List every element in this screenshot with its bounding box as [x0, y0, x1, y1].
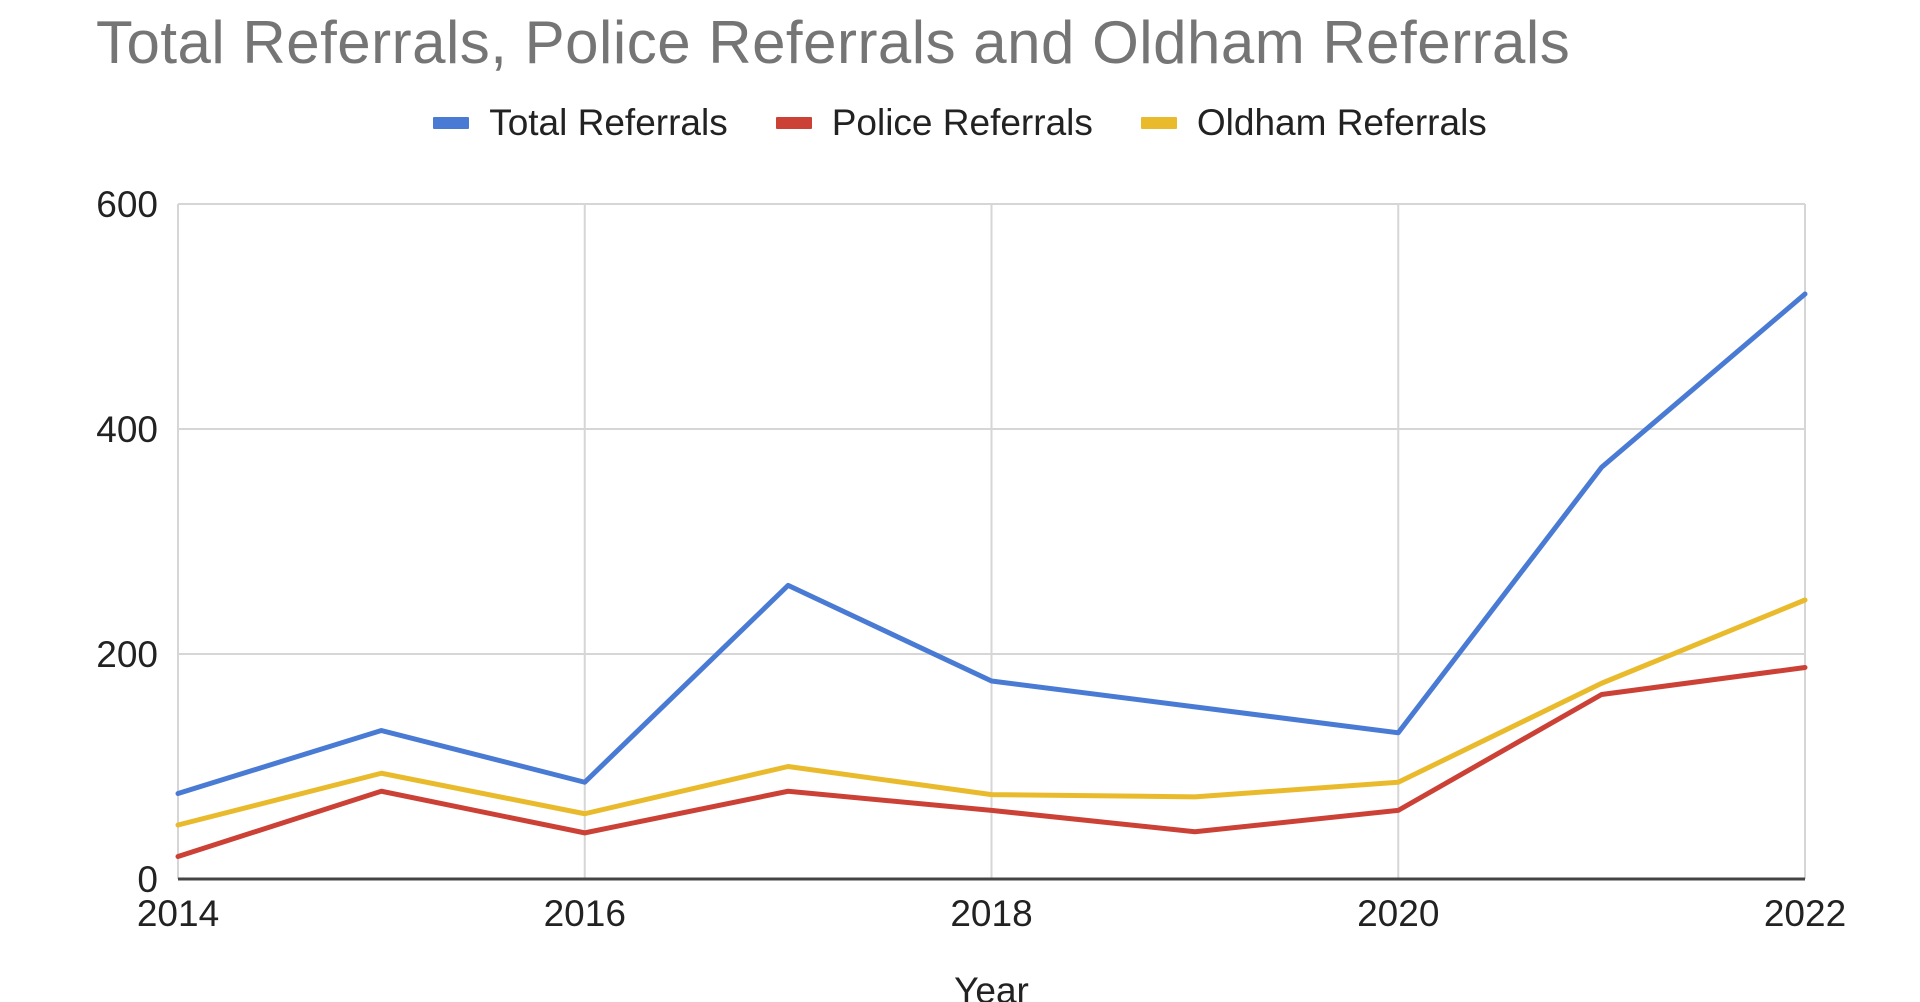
legend-label-total: Total Referrals	[489, 102, 728, 143]
legend-label-oldham: Oldham Referrals	[1196, 102, 1487, 143]
x-tick-label: 2014	[137, 893, 219, 934]
legend-swatch-oldham	[1140, 117, 1177, 129]
x-axis-title: Year	[954, 970, 1029, 1002]
chart-legend: Total Referrals Police Referrals Oldham …	[0, 102, 1920, 144]
series-line-total-referrals[interactable]	[175, 291, 1808, 796]
x-tick-label: 2016	[544, 893, 626, 934]
y-tick-label: 0	[137, 859, 158, 900]
legend-swatch-total	[433, 117, 470, 129]
chart-title: Total Referrals, Police Referrals and Ol…	[96, 9, 1571, 76]
x-tick-label: 2022	[1764, 893, 1846, 934]
y-tick-label: 200	[96, 634, 158, 675]
series-layer	[175, 291, 1808, 859]
x-tick-label: 2018	[950, 893, 1032, 934]
grid-layer	[177, 203, 1806, 879]
legend-label-police: Police Referrals	[831, 102, 1093, 143]
series-line-oldham-referrals[interactable]	[175, 597, 1808, 828]
y-tick-label: 400	[96, 409, 158, 450]
y-tick-label: 600	[96, 184, 158, 225]
legend-item-oldham[interactable]: Oldham Referrals	[1140, 102, 1487, 144]
legend-item-total[interactable]: Total Referrals	[433, 102, 728, 144]
legend-swatch-police	[775, 117, 812, 129]
series-line-police-referrals[interactable]	[175, 665, 1808, 859]
tick-label-layer: 0 200 400 600 2014 2016 2018 2020 2022	[96, 184, 1846, 934]
legend-item-police[interactable]: Police Referrals	[775, 102, 1093, 144]
x-tick-label: 2020	[1357, 893, 1439, 934]
